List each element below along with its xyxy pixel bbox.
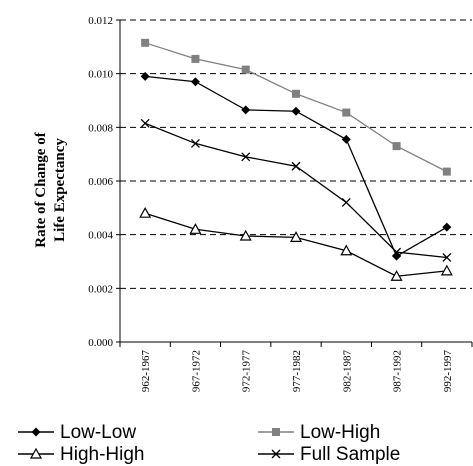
data-point bbox=[190, 138, 200, 148]
data-point bbox=[442, 167, 451, 176]
data-point bbox=[440, 264, 453, 276]
data-point bbox=[390, 270, 403, 281]
data-point bbox=[292, 89, 300, 98]
series-layer bbox=[139, 38, 453, 281]
y-tick-label: 0.010 bbox=[88, 69, 113, 81]
x-tick-label: 972-1977 bbox=[241, 350, 253, 393]
data-point bbox=[141, 38, 150, 47]
series-high-high bbox=[139, 206, 453, 281]
x-tick-label: 967-1972 bbox=[190, 350, 202, 392]
legend-item: Low-High bbox=[258, 422, 380, 443]
data-point bbox=[442, 253, 452, 262]
y-axis-label-line1: Rate of Change of bbox=[33, 131, 49, 247]
data-point bbox=[442, 222, 452, 232]
legend-item: Low-Low bbox=[18, 422, 136, 443]
data-point bbox=[291, 161, 301, 171]
data-point bbox=[241, 65, 250, 74]
x-tick-label: 992-1997 bbox=[442, 350, 454, 393]
y-tick-label: 0.002 bbox=[88, 283, 113, 295]
data-point bbox=[340, 244, 353, 256]
legend-marker bbox=[31, 427, 41, 437]
data-point bbox=[191, 54, 200, 63]
data-point bbox=[392, 142, 401, 151]
data-point bbox=[241, 152, 251, 162]
legend-label: Full Sample bbox=[300, 444, 400, 465]
data-point bbox=[289, 231, 303, 242]
x-tick-label: 987-1992 bbox=[392, 350, 404, 392]
legend-label: High-High bbox=[60, 444, 144, 465]
x-tick-labels: 962-1967 967-1972 972-1977 977-1982 982-1987… bbox=[140, 350, 454, 393]
series-low-low bbox=[140, 71, 452, 261]
data-point bbox=[392, 247, 402, 257]
legend-item: High-High bbox=[18, 444, 144, 465]
data-point bbox=[140, 118, 150, 128]
x-tick-label: 977-1982 bbox=[291, 350, 303, 392]
x-tick-label: 982-1987 bbox=[341, 350, 353, 393]
axes bbox=[116, 19, 473, 347]
data-point bbox=[190, 77, 200, 87]
data-point bbox=[291, 106, 301, 116]
data-point bbox=[341, 134, 351, 144]
y-tick-label: 0.000 bbox=[88, 337, 113, 349]
legend-marker bbox=[29, 447, 43, 459]
legend-marker bbox=[272, 428, 280, 436]
legend-item: Full Sample bbox=[258, 444, 400, 465]
data-point bbox=[341, 198, 351, 207]
gridlines bbox=[120, 19, 472, 289]
data-point bbox=[140, 71, 150, 81]
y-axis-label-line2: Life Expectancy bbox=[52, 138, 68, 242]
series-low-high bbox=[141, 38, 451, 176]
legend-label: Low-Low bbox=[60, 422, 136, 443]
data-point bbox=[139, 206, 152, 218]
y-tick-label: 0.008 bbox=[88, 122, 113, 134]
x-tick-label: 962-1967 bbox=[140, 350, 152, 393]
legend-label: Low-High bbox=[300, 422, 380, 443]
y-tick-labels: 0.000 0.002 0.004 0.006 0.008 0.010 0.012 bbox=[88, 15, 113, 349]
y-tick-label: 0.006 bbox=[88, 176, 113, 188]
data-point bbox=[241, 105, 251, 115]
data-point bbox=[239, 229, 252, 241]
data-point bbox=[189, 223, 202, 234]
series-line bbox=[144, 212, 447, 277]
series-full-sample bbox=[140, 118, 452, 262]
legend-marker bbox=[271, 449, 281, 459]
y-tick-label: 0.012 bbox=[88, 15, 113, 27]
y-tick-label: 0.004 bbox=[88, 230, 113, 242]
data-point bbox=[342, 108, 351, 117]
legend: Low-Low Low-High High-High Full Sample bbox=[18, 422, 400, 465]
